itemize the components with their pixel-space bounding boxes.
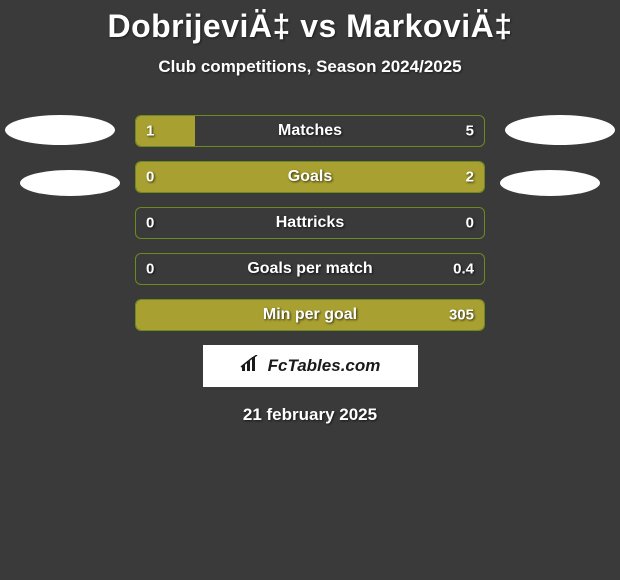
player-left-avatar-2 xyxy=(20,170,120,196)
chart-icon xyxy=(240,355,262,378)
stat-label: Goals per match xyxy=(136,260,484,278)
date-text: 21 february 2025 xyxy=(0,405,620,425)
player-left-avatar-1 xyxy=(5,115,115,145)
stat-row: 0Hattricks0 xyxy=(135,207,485,239)
stat-value-right: 5 xyxy=(466,123,474,140)
stat-label: Goals xyxy=(136,168,484,186)
logo-text: FcTables.com xyxy=(268,356,381,376)
stat-row: Min per goal305 xyxy=(135,299,485,331)
stat-label: Min per goal xyxy=(136,306,484,324)
page-title: DobrijeviÄ‡ vs MarkoviÄ‡ xyxy=(0,8,620,45)
player-right-avatar-2 xyxy=(500,170,600,196)
stat-bars: 1Matches50Goals20Hattricks00Goals per ma… xyxy=(135,115,485,331)
stat-row: 1Matches5 xyxy=(135,115,485,147)
stat-row: 0Goals per match0.4 xyxy=(135,253,485,285)
stat-row: 0Goals2 xyxy=(135,161,485,193)
stat-value-right: 2 xyxy=(466,169,474,186)
player-right-avatar-1 xyxy=(505,115,615,145)
fctables-logo[interactable]: FcTables.com xyxy=(203,345,418,387)
subtitle: Club competitions, Season 2024/2025 xyxy=(0,57,620,77)
stat-label: Hattricks xyxy=(136,214,484,232)
stat-value-right: 0.4 xyxy=(453,261,474,278)
stat-value-right: 305 xyxy=(449,307,474,324)
stat-value-right: 0 xyxy=(466,215,474,232)
stats-area: 1Matches50Goals20Hattricks00Goals per ma… xyxy=(0,115,620,425)
stat-label: Matches xyxy=(136,122,484,140)
